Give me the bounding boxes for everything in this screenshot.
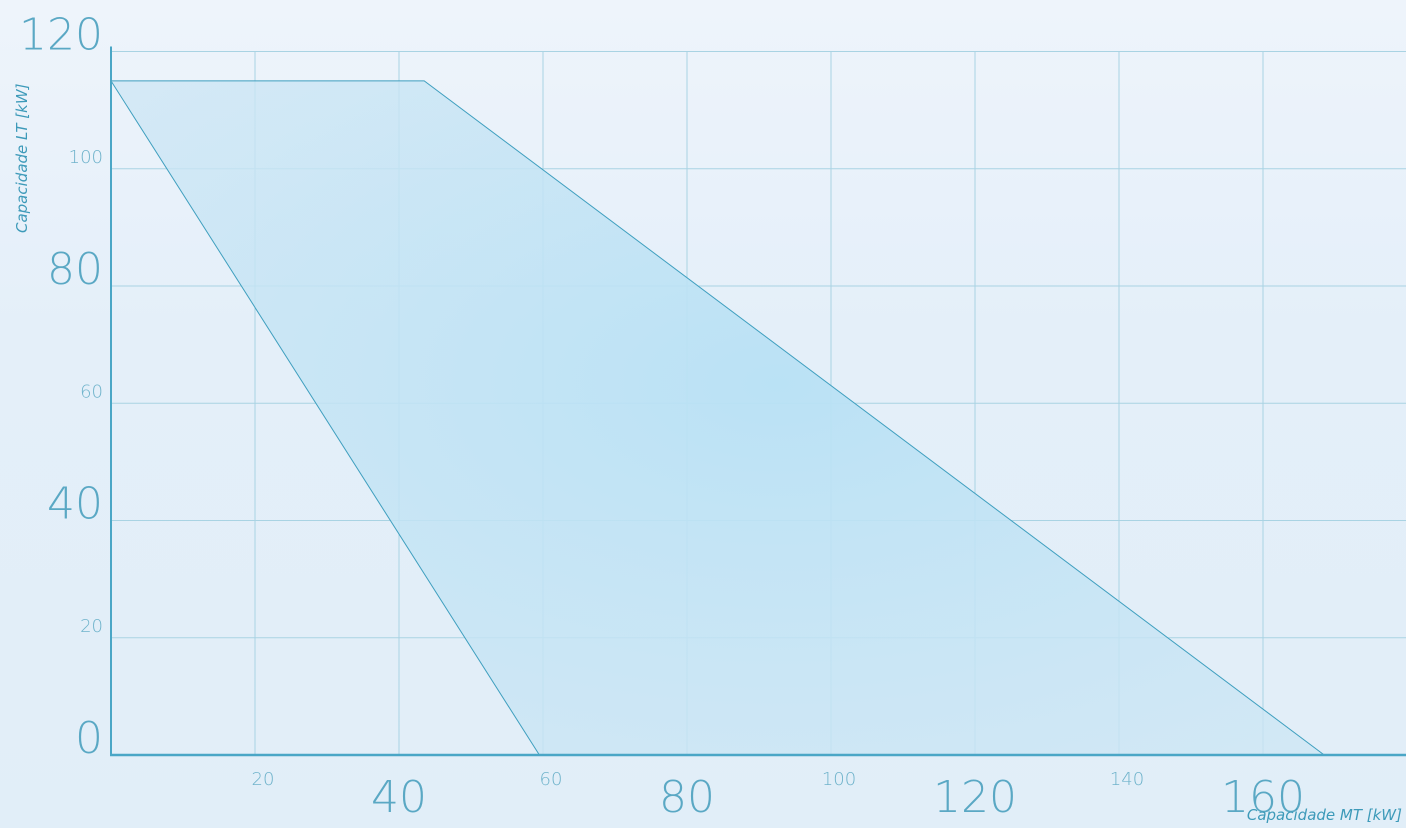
tick-labels: 20 40 60 80 100 120 140 160 0 20 40 60 80 100 120 bbox=[19, 10, 1305, 823]
x-tick-label-120: 120 bbox=[933, 772, 1017, 823]
capacity-polygon-0 bbox=[110, 80, 1326, 756]
y-axis-title: Capacidade LT [kW] bbox=[13, 83, 31, 233]
y-tick-label-80: 80 bbox=[47, 244, 103, 295]
x-tick-label-80: 80 bbox=[659, 772, 715, 823]
y-tick-label-100: 100 bbox=[69, 147, 103, 168]
x-tick-label-160: 160 bbox=[1221, 772, 1305, 823]
y-tick-label-60: 60 bbox=[80, 381, 103, 402]
x-axis-title: Capacidade MT [kW] bbox=[1247, 806, 1402, 824]
y-tick-label-120: 120 bbox=[19, 10, 103, 61]
x-tick-label-60: 60 bbox=[540, 769, 563, 790]
y-tick-label-0: 0 bbox=[75, 713, 103, 764]
x-tick-label-40: 40 bbox=[371, 772, 427, 823]
x-tick-label-20: 20 bbox=[252, 769, 275, 790]
capacity-area bbox=[110, 80, 1326, 756]
axes bbox=[110, 46, 1406, 757]
y-tick-label-40: 40 bbox=[47, 479, 103, 530]
x-tick-label-100: 100 bbox=[822, 769, 856, 790]
y-tick-label-20: 20 bbox=[80, 616, 103, 637]
x-tick-label-140: 140 bbox=[1110, 769, 1144, 790]
